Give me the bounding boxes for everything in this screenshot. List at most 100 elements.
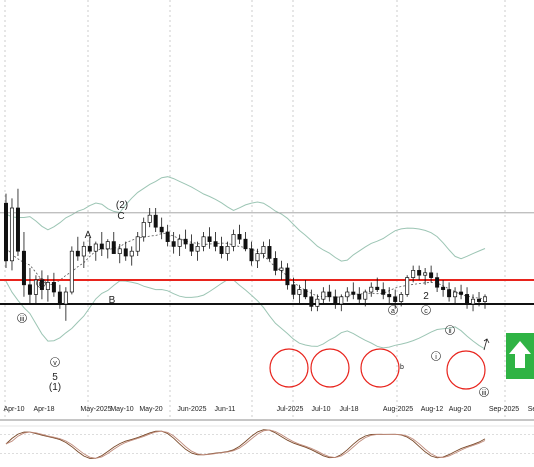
candle-body-61	[369, 286, 374, 293]
candle-7	[45, 275, 50, 302]
wave-label-iii-right-ring	[479, 387, 489, 397]
candle-body-40	[243, 238, 248, 250]
candle-37	[225, 241, 230, 261]
candle-4	[27, 268, 32, 304]
oscillator-main-line	[5, 429, 486, 459]
x-tick-label-8: Jul-10	[311, 406, 330, 413]
candle-21	[129, 246, 134, 266]
wave-label-ii: ii	[448, 328, 452, 335]
candle-54	[327, 284, 332, 302]
upper-band	[5, 176, 486, 262]
candle-body-50	[303, 289, 308, 298]
wave-label-v: v	[53, 360, 57, 367]
x-tick-label-6: Jun-11	[215, 406, 236, 413]
candle-15	[93, 241, 98, 261]
candle-49	[297, 284, 302, 304]
candle-73	[441, 280, 446, 297]
candle-79	[477, 292, 482, 307]
candle-63	[381, 282, 386, 300]
candle-25	[153, 208, 158, 232]
candle-58	[351, 282, 356, 300]
candle-78	[471, 294, 476, 312]
candle-body-37	[225, 246, 230, 254]
up-arrow-icon	[506, 333, 534, 379]
candle-body-57	[345, 291, 350, 298]
candle-body-70	[423, 272, 428, 276]
candle-body-21	[129, 250, 134, 257]
candle-42	[255, 248, 260, 268]
candle-body-15	[93, 243, 98, 252]
candle-body-12	[75, 250, 80, 257]
wave-label-iii-right: iii	[482, 390, 487, 397]
candle-body-74	[447, 289, 452, 298]
candle-20	[123, 241, 128, 261]
candle-46	[279, 260, 284, 280]
candle-71	[429, 265, 434, 283]
x-tick-label-9: Jul-18	[339, 406, 358, 413]
candle-77	[465, 287, 470, 309]
x-tick-label-1: Apr-18	[33, 406, 54, 413]
candle-0	[3, 193, 8, 268]
candle-1	[9, 198, 14, 271]
candle-body-3	[21, 250, 26, 286]
candle-45	[273, 251, 278, 276]
wave-label-2-paren: (2)	[116, 200, 128, 211]
candle-29	[177, 234, 182, 256]
candle-53	[321, 287, 326, 304]
candle-41	[249, 241, 254, 266]
highlight-circle-0	[269, 348, 309, 388]
candle-30	[183, 229, 188, 249]
candle-body-13	[81, 246, 86, 257]
candle-28	[171, 232, 176, 254]
candle-body-75	[453, 291, 458, 298]
candle-body-78	[471, 298, 476, 305]
wave-label-A: A	[85, 230, 92, 241]
candle-body-45	[273, 258, 278, 271]
candle-23	[141, 217, 146, 242]
candle-body-62	[375, 286, 380, 290]
candle-body-68	[411, 270, 416, 278]
candle-10	[63, 287, 68, 321]
candle-body-80	[483, 296, 488, 302]
candle-72	[435, 272, 440, 292]
candle-19	[117, 244, 122, 264]
candle-body-71	[429, 272, 434, 278]
oscillator-signal-line	[5, 429, 486, 459]
wave-label-b: b	[400, 364, 404, 371]
candle-body-48	[291, 284, 296, 295]
wave-label-iv-ring	[36, 278, 46, 288]
wave-label-5: 5	[52, 372, 58, 383]
wave-label-C: C	[117, 211, 124, 222]
candle-body-16	[99, 243, 104, 250]
candle-body-9	[57, 291, 62, 305]
highlight-circle-3	[446, 350, 486, 390]
candle-body-5	[33, 279, 38, 295]
candle-body-52	[315, 298, 320, 307]
candle-body-79	[477, 298, 482, 302]
candle-14	[87, 236, 92, 254]
x-tick-label-3: May-10	[110, 406, 133, 413]
candle-62	[375, 277, 380, 292]
small-arrow-icon	[483, 338, 490, 351]
candle-body-6	[39, 279, 44, 290]
candle-75	[453, 287, 458, 304]
wave-label-B: B	[109, 295, 116, 306]
candle-body-32	[195, 246, 200, 252]
candle-2	[15, 188, 20, 256]
candle-17	[105, 239, 110, 259]
candle-44	[267, 239, 272, 261]
candle-61	[369, 282, 374, 297]
candle-body-11	[69, 250, 74, 293]
candle-body-58	[351, 291, 356, 295]
candle-69	[417, 265, 422, 280]
candle-32	[195, 241, 200, 261]
candle-9	[57, 284, 62, 309]
candle-60	[363, 289, 368, 307]
candle-body-10	[63, 291, 68, 305]
candle-body-72	[435, 277, 440, 288]
candle-68	[411, 265, 416, 283]
x-tick-label-5: Jun-2025	[177, 406, 206, 413]
candle-body-65	[393, 296, 398, 302]
